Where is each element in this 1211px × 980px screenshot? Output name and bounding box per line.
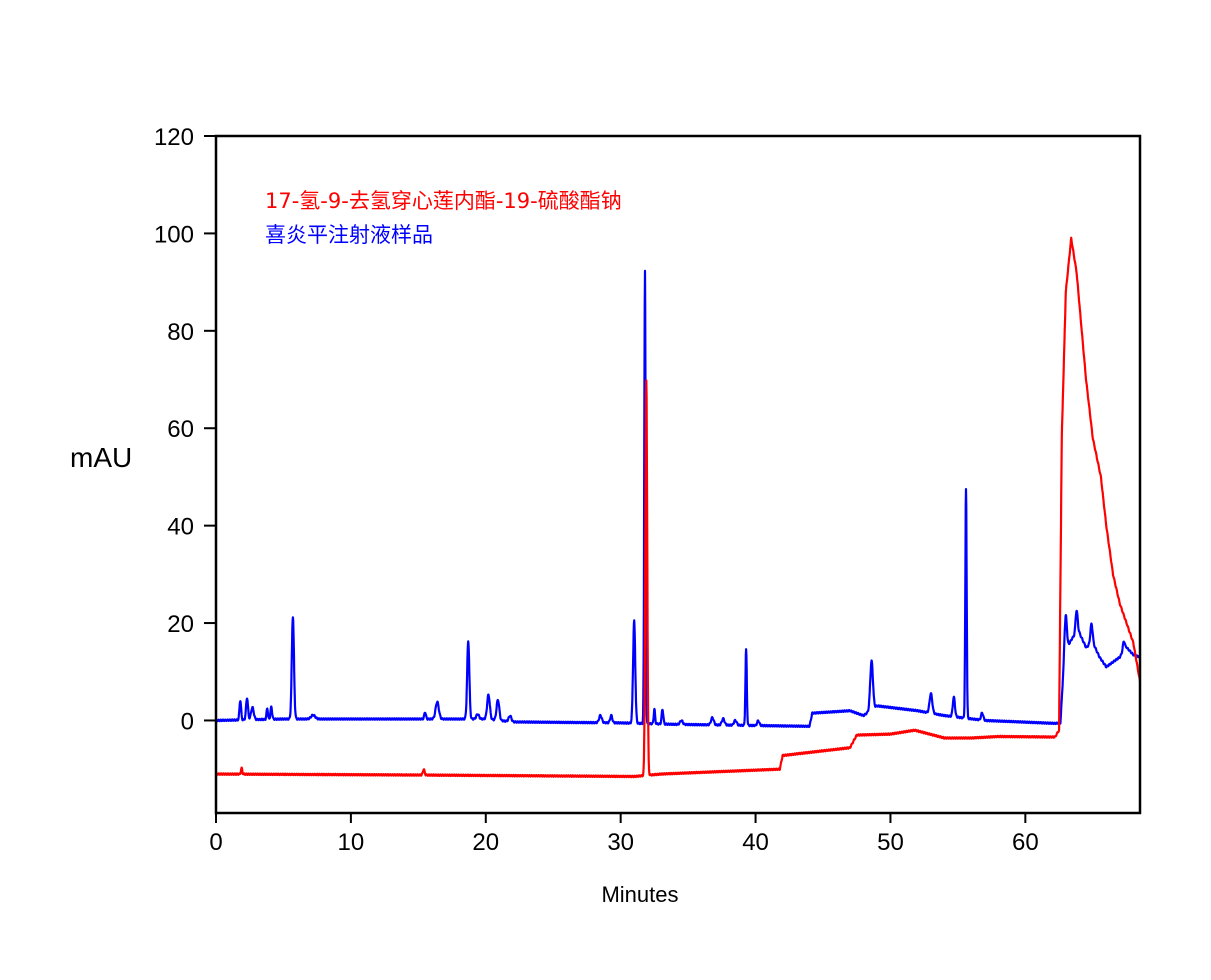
- y-tick-label: 60: [167, 416, 194, 443]
- x-tick-label: 0: [209, 829, 222, 856]
- x-tick-label: 30: [607, 829, 634, 856]
- trace-sample: [215, 269, 1141, 729]
- y-tick-label: 120: [154, 124, 194, 151]
- y-tick-label: 20: [167, 611, 194, 638]
- traces: [215, 236, 1142, 779]
- trace-reference: [215, 236, 1142, 779]
- y-axis-label: mAU: [70, 442, 132, 473]
- legend-entry-reference: 17-氢-9-去氢穿心莲内酯-19-硫酸酯钠: [265, 189, 622, 213]
- x-tick-label: 20: [472, 829, 499, 856]
- y-tick-label: 100: [154, 221, 194, 248]
- x-axis-label: Minutes: [601, 882, 678, 907]
- plot-frame: [214, 134, 1142, 815]
- y-tick-label: 0: [181, 708, 194, 735]
- x-tick-label: 40: [742, 829, 769, 856]
- x-tick-label: 50: [877, 829, 904, 856]
- x-tick-label: 10: [338, 829, 365, 856]
- y-axis-ticks: 0 20 40 60 80 100 120: [154, 124, 216, 735]
- legend-entry-sample: 喜炎平注射液样品: [265, 223, 433, 247]
- x-axis-ticks: 0 10 20 30 40 50 60: [209, 813, 1039, 856]
- y-tick-label: 40: [167, 514, 194, 541]
- y-tick-label: 80: [167, 319, 194, 346]
- x-tick-label: 60: [1012, 829, 1039, 856]
